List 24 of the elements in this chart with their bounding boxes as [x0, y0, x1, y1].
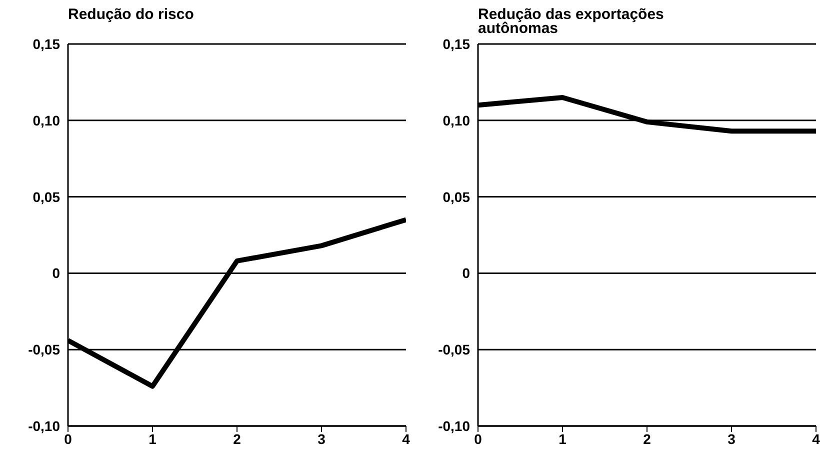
y-tick-label: -0,05 — [438, 342, 470, 358]
y-tick-label: 0,10 — [442, 112, 470, 128]
y-tick-label: 0 — [52, 265, 60, 282]
y-tick-label: 0,05 — [442, 188, 470, 205]
y-tick-label: -0,10 — [28, 418, 60, 434]
y-tick-label: 0,15 — [442, 36, 470, 52]
x-tick-label: 2 — [233, 430, 242, 447]
x-tick-label: 0 — [474, 430, 482, 447]
chart-title: Redução do risco — [68, 6, 195, 23]
y-tick-label: -0,05 — [28, 342, 60, 358]
x-tick-label: 2 — [643, 430, 652, 447]
x-tick-label: 4 — [812, 430, 820, 447]
x-tick-label: 1 — [558, 430, 567, 447]
y-tick-label: -0,10 — [438, 418, 470, 434]
x-tick-label: 3 — [318, 430, 326, 447]
x-tick-label: 4 — [402, 430, 410, 447]
y-tick-label: 0 — [462, 265, 470, 282]
x-tick-label: 0 — [64, 430, 72, 447]
x-tick-label: 1 — [148, 430, 157, 447]
x-tick-label: 3 — [728, 430, 736, 447]
y-tick-label: 0,15 — [32, 36, 60, 52]
y-tick-label: 0,05 — [32, 188, 60, 205]
y-tick-label: 0,10 — [32, 112, 60, 128]
chart-title: Redução das exportações autônomas — [478, 6, 665, 37]
